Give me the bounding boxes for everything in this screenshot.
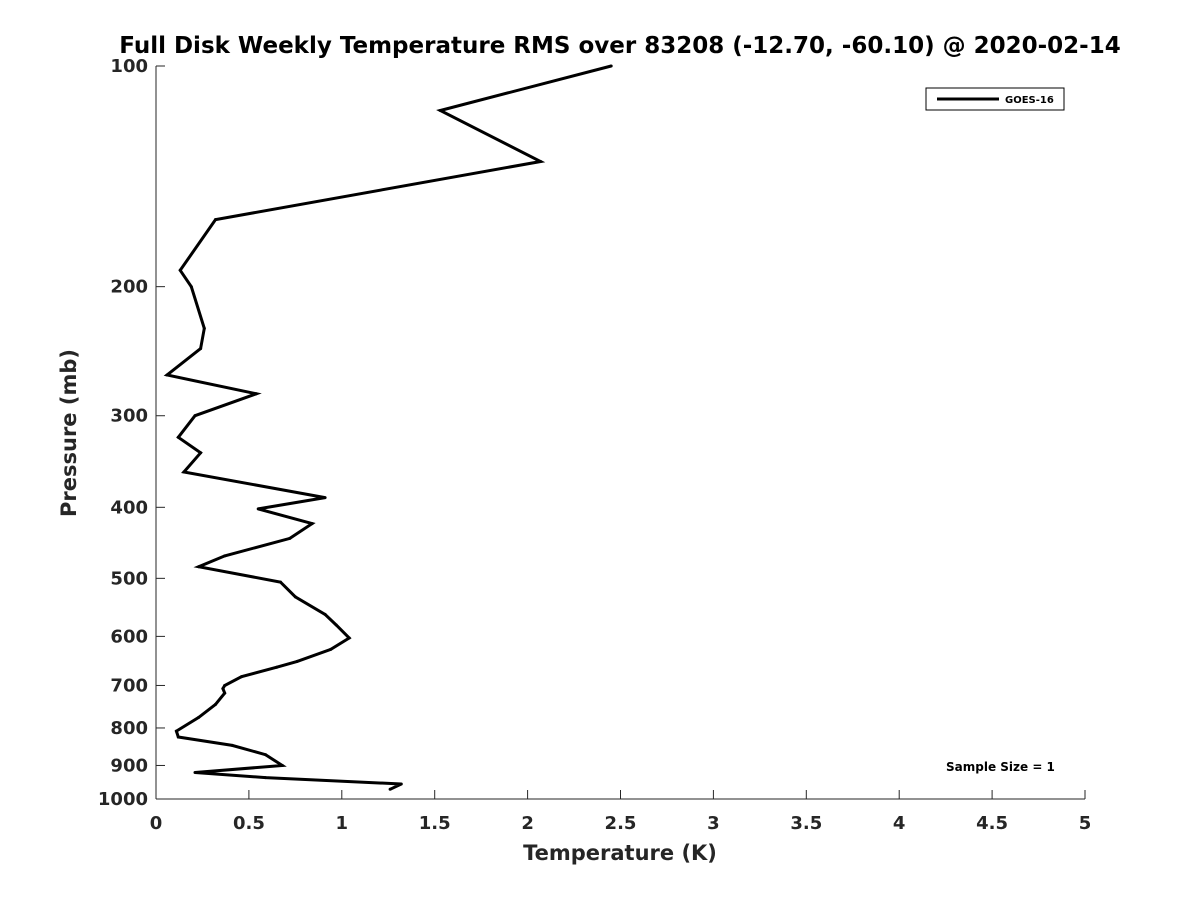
x-tick-label: 3 <box>707 813 720 834</box>
legend-label-goes-16: GOES-16 <box>1005 95 1054 106</box>
x-tick-label: 2.5 <box>605 813 637 834</box>
data-point <box>293 595 297 599</box>
series-line-goes-16 <box>163 64 612 791</box>
x-tick-label: 0.5 <box>233 813 265 834</box>
data-point <box>388 787 392 791</box>
data-point <box>280 764 284 767</box>
data-point <box>223 554 227 558</box>
x-axis-label: Temperature (K) <box>523 841 717 865</box>
chart-title: Full Disk Weekly Temperature RMS over 83… <box>119 33 1121 59</box>
data-point <box>256 507 260 511</box>
plot-area: 100 200 300 400 500 600 700 800 900 1000 0 0.5 1 1.5… <box>98 56 1091 834</box>
data-point <box>295 659 299 663</box>
data-point <box>609 64 613 68</box>
data-point <box>214 702 217 706</box>
x-tick-label: 0 <box>150 813 163 834</box>
data-point <box>230 743 234 747</box>
data-point <box>264 753 268 757</box>
data-point <box>202 326 206 330</box>
y-tick-label: 800 <box>110 718 148 739</box>
data-point <box>189 285 193 289</box>
x-tick-label: 2 <box>521 813 534 834</box>
x-tick-label: 4.5 <box>976 813 1008 834</box>
data-point <box>438 109 442 112</box>
data-point <box>221 687 225 691</box>
y-ticks: 100 200 300 400 500 600 700 800 900 1000 <box>98 56 165 810</box>
data-point <box>399 782 403 786</box>
data-point <box>165 373 169 377</box>
x-tick-label: 4 <box>893 813 906 834</box>
x-ticks: 0 0.5 1 1.5 2 2.5 3 3.5 4 4.5 5 <box>150 790 1092 834</box>
y-tick-label: 200 <box>110 277 148 298</box>
data-point <box>197 715 201 719</box>
data-point <box>199 451 203 455</box>
data-point <box>323 612 327 616</box>
data-point <box>279 580 282 584</box>
y-tick-label: 900 <box>110 755 148 776</box>
data-point <box>310 522 314 526</box>
data-point <box>334 623 338 627</box>
y-axis-label: Pressure (mb) <box>57 349 81 517</box>
y-tick-label: 400 <box>110 497 148 518</box>
y-tick-label: 300 <box>110 406 148 427</box>
data-point <box>223 684 227 687</box>
data-point <box>176 735 180 739</box>
data-point <box>288 536 292 540</box>
data-point <box>240 675 243 679</box>
data-point <box>329 647 333 651</box>
data-point <box>193 771 197 774</box>
y-tick-label: 1000 <box>98 789 148 810</box>
data-point <box>199 347 203 351</box>
data-point <box>182 470 186 474</box>
data-point <box>275 665 279 669</box>
series-points <box>165 64 613 791</box>
y-tick-label: 500 <box>110 568 148 589</box>
data-point <box>178 268 182 272</box>
legend: GOES-16 <box>925 87 1065 111</box>
x-tick-label: 3.5 <box>790 813 822 834</box>
data-point <box>323 496 327 500</box>
data-point <box>193 414 197 418</box>
data-point <box>264 776 268 780</box>
y-tick-label: 100 <box>110 56 148 77</box>
data-point <box>197 565 201 569</box>
data-point <box>347 636 351 640</box>
data-point <box>176 435 180 439</box>
data-point <box>254 392 258 396</box>
x-tick-label: 1 <box>336 813 349 834</box>
data-point <box>223 691 227 695</box>
data-point <box>214 218 217 222</box>
data-point <box>174 729 178 733</box>
sample-size-annotation: Sample Size = 1 <box>946 760 1055 774</box>
x-tick-label: 5 <box>1079 813 1092 834</box>
x-tick-label: 1.5 <box>419 813 451 834</box>
data-point <box>539 160 543 163</box>
y-tick-label: 700 <box>110 675 148 696</box>
y-tick-label: 600 <box>110 626 148 647</box>
